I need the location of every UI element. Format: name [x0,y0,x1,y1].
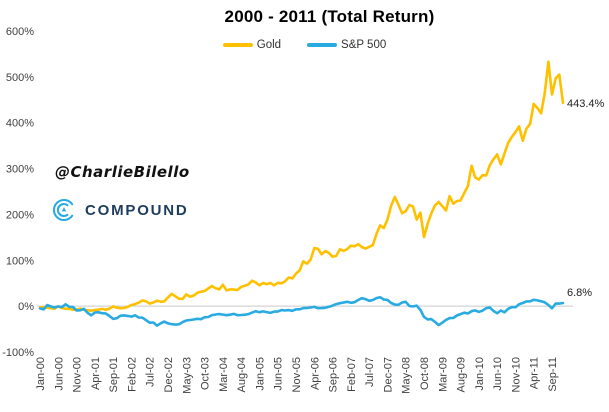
x-axis-tick-label: Feb-07 [346,357,358,392]
watermark-twitter-handle: @CharlieBilello [55,163,190,181]
legend-item-gold: Gold [222,39,282,51]
x-axis-tick-label: Jul-02 [145,357,157,387]
x-axis-tick-label: May-08 [401,357,413,394]
chart-legend: Gold S&P 500 [0,39,609,51]
x-axis-tick-label: Sep-11 [547,357,559,392]
x-axis-tick-label: Aug-04 [236,357,248,392]
x-axis-tick-label: May-03 [181,357,193,394]
x-axis-tick-label: Apr-11 [529,357,541,389]
x-axis-tick-label: Jun-00 [53,357,65,391]
x-axis-tick-label: Dec-07 [382,357,394,392]
x-axis-tick-label: Jan-05 [254,357,266,391]
legend-label-gold: Gold [256,39,282,51]
x-axis-tick-label: Jan-00 [35,357,47,391]
legend-label-sp500: S&P 500 [341,39,387,51]
x-axis-tick-label: Dec-02 [163,357,175,392]
sp500-end-value-label: 6.8% [567,287,592,299]
y-axis-tick-label: 400% [6,118,34,130]
x-axis-tick-label: Aug-09 [456,357,468,392]
legend-item-sp500: S&P 500 [307,39,386,51]
y-axis-tick-label: 600% [6,26,34,38]
x-axis-tick-label: Jun-05 [273,357,285,391]
compound-logo-text: COMPOUND [85,201,189,219]
x-axis-tick-label: Feb-02 [126,357,138,392]
compound-logo: COMPOUND [52,196,189,224]
y-axis-tick-label: 300% [6,164,34,176]
series-line-sp500 [38,295,565,328]
gold-end-value-label: 443.4% [567,98,605,110]
x-axis-tick-label: Nov-10 [510,357,522,392]
x-axis-tick-label: Oct-08 [419,357,431,390]
y-axis-tick-label: 500% [6,72,34,84]
x-axis-tick-label: Sep-01 [108,357,120,392]
y-axis-tick-label: 100% [6,255,34,267]
y-axis-tick-label: 0% [18,301,34,313]
x-axis-tick-label: Jun-10 [492,357,504,391]
series-line-gold [38,60,565,313]
gold-line-swatch [222,43,253,47]
chart-title: 2000 - 2011 (Total Return) [224,7,435,26]
x-axis-tick-label: Mar-09 [437,357,449,392]
x-axis-tick-label: Mar-04 [218,357,230,392]
compound-c-arcs-icon [52,198,74,222]
x-axis-tick-label: Nov-00 [72,357,84,392]
x-axis-tick-label: Oct-03 [200,357,212,390]
x-axis-tick-label: Apr-01 [90,357,102,390]
x-axis-tick-label: Jul-07 [364,357,376,387]
sp500-line-swatch [307,43,338,47]
y-axis-tick-label: -100% [2,347,34,359]
x-axis-tick-label: Jan-10 [474,357,486,391]
x-axis-tick-label: Sep-06 [328,357,340,392]
x-axis-tick-label: Apr-06 [309,357,321,390]
x-axis-tick-label: Nov-05 [291,357,303,392]
y-axis-tick-label: 200% [6,209,34,221]
